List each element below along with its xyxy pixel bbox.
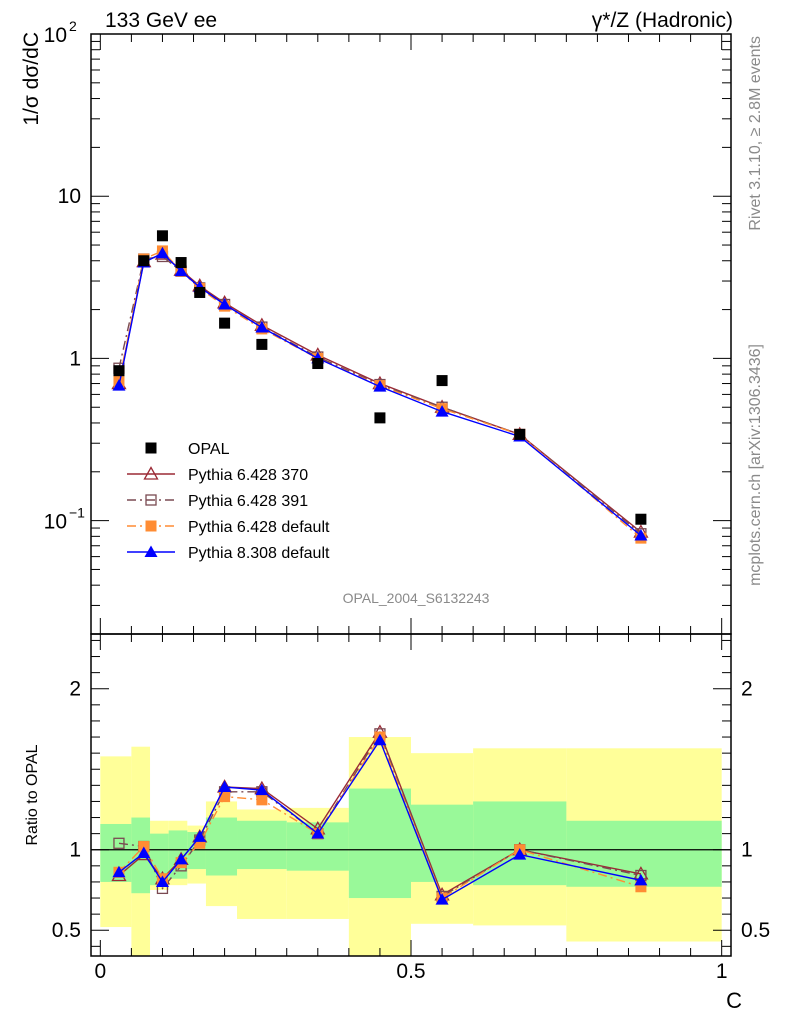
legend-marker-pythia-6-428-370	[143, 466, 159, 480]
legend-label-pythia-6-428-370: Pythia 6.428 370	[188, 467, 308, 484]
right-title: γ*/Z (Hadronic)	[592, 9, 733, 32]
ratio-y-tick-label-right: 0.5	[741, 919, 770, 942]
data-point-ratio-pythia-8-308-default	[218, 780, 232, 792]
main-panel-frame	[90, 33, 732, 635]
y-tick-label: 1	[69, 347, 81, 370]
inner-band-segment	[566, 820, 722, 887]
data-point-pythia-8-308-default	[112, 379, 126, 391]
legend-marker-pythia-6-428-391	[145, 494, 157, 506]
data-point-opal	[138, 255, 150, 267]
data-point-opal	[374, 412, 386, 424]
analysis-watermark: OPAL_2004_S6132243	[343, 590, 490, 606]
data-point-pythia-8-308-default	[373, 380, 387, 392]
data-point-pythia-8-308-default	[634, 528, 648, 541]
legend-label-pythia-6-428-391: Pythia 6.428 391	[188, 493, 308, 510]
data-point-ratio-pythia-6-428-default	[194, 837, 206, 849]
inner-band-segment	[348, 788, 411, 899]
main-series-group	[111, 230, 649, 544]
data-point-ratio-pythia-6-428-391	[113, 837, 125, 849]
data-point-opal	[156, 230, 168, 242]
ratio-series-group	[111, 724, 649, 905]
legend-marker-pythia-8-308-default	[144, 545, 158, 557]
mcplots-label: mcplots.cern.ch [arXiv:1306.3436]	[747, 344, 764, 586]
series-line-ratio-pythia-8-308-default	[118, 738, 642, 901]
legend-marker-pythia-6-428-default	[145, 520, 157, 532]
x-axis-label: C	[726, 988, 742, 1013]
data-point-ratio-pythia-8-308-default	[513, 848, 527, 860]
ratio-uncertainty-bands	[100, 737, 722, 956]
y-tick-label: 10	[58, 185, 81, 208]
legend-label-opal: OPAL	[188, 441, 230, 458]
y-tick-label: 10	[44, 24, 67, 47]
y-tick-label-exponent: −1	[69, 505, 85, 521]
data-point-ratio-pythia-8-308-default	[373, 733, 387, 746]
data-point-opal	[113, 365, 125, 377]
data-point-opal	[219, 317, 231, 329]
ratio-y-tick-label: 0.5	[52, 919, 81, 942]
series-pythia-8-308-default	[112, 246, 648, 541]
data-point-opal	[514, 428, 526, 440]
data-point-opal	[635, 513, 647, 525]
data-point-ratio-pythia-6-428-default	[256, 794, 268, 806]
series-line-pythia-6-428-default	[118, 250, 642, 539]
series-ratio-pythia-8-308-default	[112, 733, 648, 905]
inner-band-segment	[237, 820, 287, 870]
data-point-pythia-8-308-default	[435, 405, 449, 417]
ratio-y-tick-label: 1	[69, 839, 81, 862]
inner-band-segment	[205, 817, 238, 876]
data-point-ratio-pythia-6-428-default	[635, 881, 647, 893]
x-tick-label: 0	[94, 960, 106, 983]
data-point-ratio-pythia-8-308-default	[193, 830, 207, 842]
data-point-opal	[194, 286, 206, 298]
data-point-ratio-pythia-8-308-default	[255, 783, 269, 796]
legend-marker-opal	[145, 442, 157, 454]
data-point-ratio-pythia-8-308-default	[174, 852, 188, 865]
main-y-axis-label: 1/σ dσ/dC	[20, 32, 43, 126]
ratio-y-tick-label: 2	[69, 678, 81, 701]
rivet-label: Rivet 3.1.10, ≥ 2.8M events	[747, 36, 764, 231]
ratio-y-tick-label-right: 1	[741, 839, 753, 862]
left-title: 133 GeV ee	[105, 9, 217, 32]
data-point-ratio-pythia-8-308-default	[634, 873, 648, 886]
data-point-ratio-pythia-8-308-default	[112, 865, 126, 878]
y-tick-label-exponent: 2	[69, 18, 77, 34]
data-point-ratio-pythia-6-428-default	[219, 791, 231, 803]
data-point-ratio-pythia-8-308-default	[311, 827, 325, 839]
legend: OPAL Pythia 6.428 370 Pythia 6.428 391 Pyth…	[127, 441, 330, 562]
ratio-y-tick-label-right: 2	[741, 678, 753, 701]
data-point-opal	[436, 375, 448, 387]
data-point-pythia-8-308-default	[218, 297, 232, 310]
legend-label-pythia-8-308-default: Pythia 8.308 default	[188, 545, 330, 562]
data-point-pythia-8-308-default	[155, 246, 169, 259]
data-point-pythia-8-308-default	[255, 321, 269, 333]
data-point-opal	[312, 358, 324, 370]
series-opal	[113, 230, 647, 525]
series-line-ratio-pythia-6-428-default	[118, 735, 642, 900]
data-point-ratio-pythia-8-308-default	[435, 893, 449, 905]
x-tick-label: 0.5	[396, 960, 425, 983]
data-point-opal	[256, 338, 268, 350]
x-tick-label: 1	[716, 960, 728, 983]
legend-label-pythia-6-428-default: Pythia 6.428 default	[188, 519, 330, 536]
data-point-ratio-pythia-8-308-default	[155, 875, 169, 887]
y-tick-label: 10	[44, 511, 67, 534]
data-point-opal	[175, 257, 187, 269]
ratio-y-axis-label: Ratio to OPAL	[24, 744, 41, 845]
data-point-ratio-pythia-8-308-default	[137, 846, 151, 858]
data-point-pythia-8-308-default	[174, 264, 188, 277]
